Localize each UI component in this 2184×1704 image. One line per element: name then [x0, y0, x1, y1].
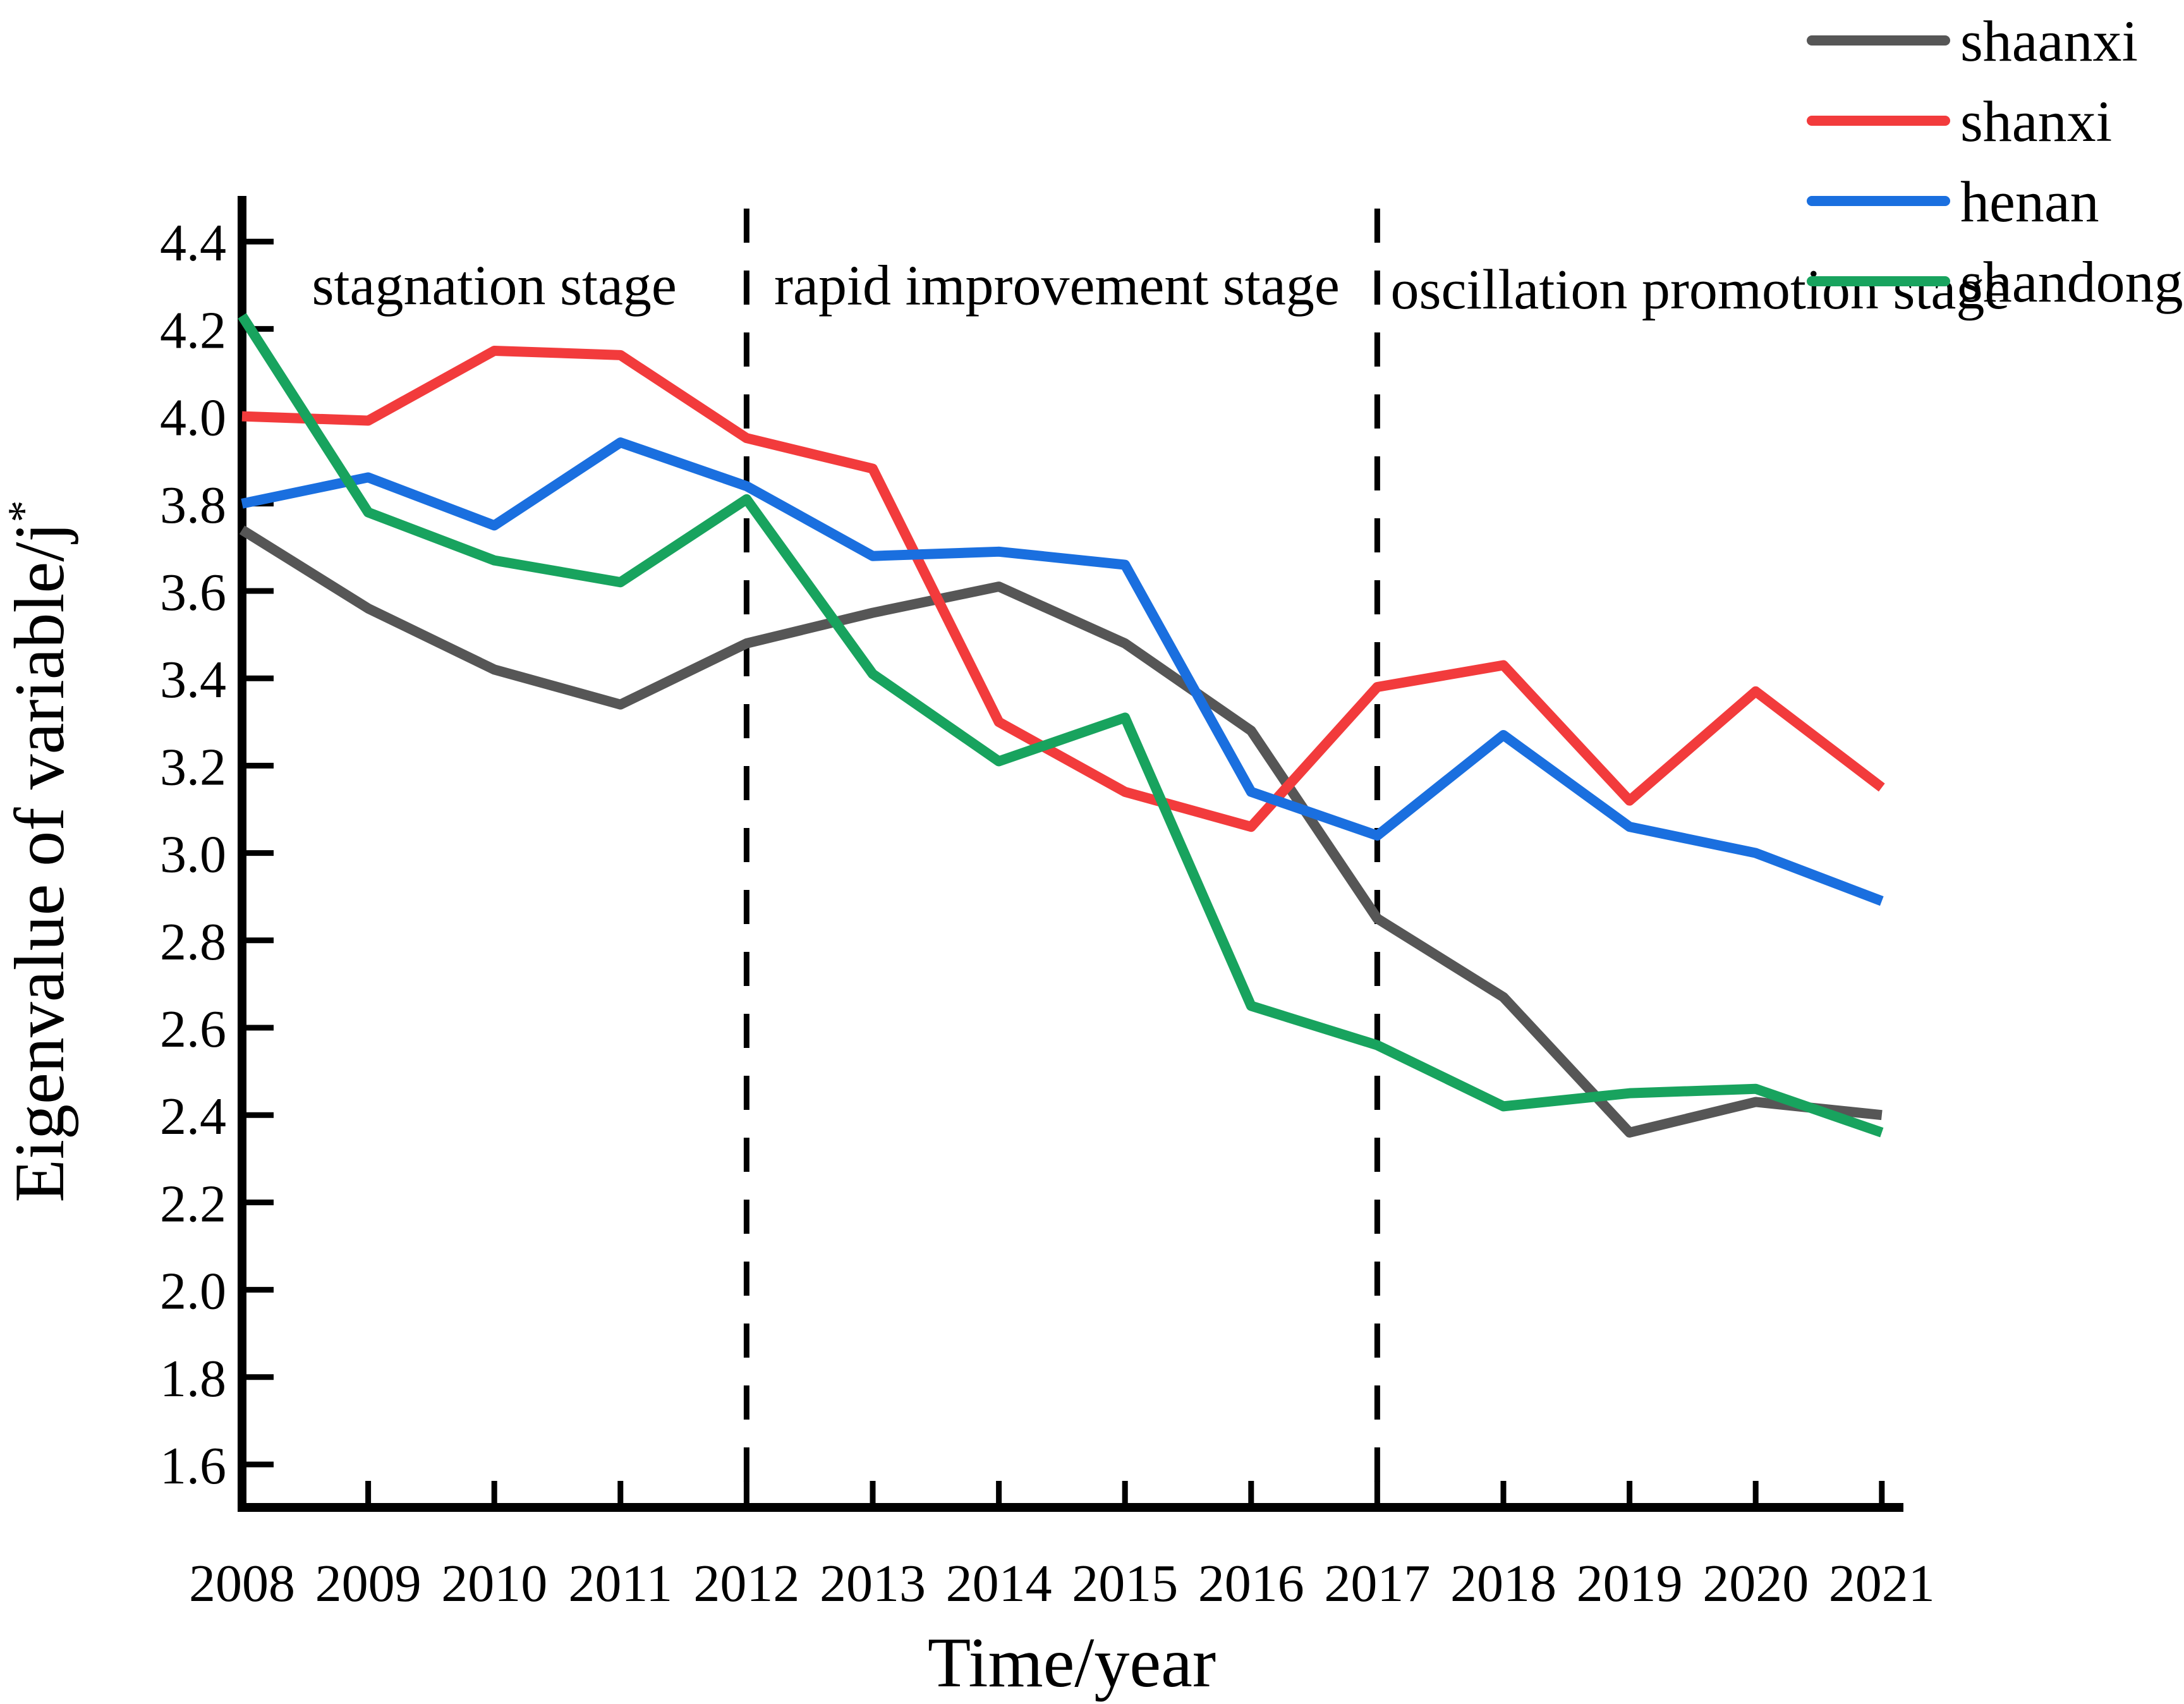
y-tick-label: 3.0: [160, 825, 226, 884]
y-tick-label: 3.4: [160, 650, 226, 709]
x-tick-label: 2012: [693, 1554, 799, 1613]
stage-label: rapid improvement stage: [774, 254, 1340, 317]
stage-label: stagnation stage: [312, 254, 677, 317]
y-tick-label: 2.8: [160, 913, 226, 971]
y-tick-label: 3.2: [160, 738, 226, 796]
legend-item-henan: henan: [1807, 169, 2099, 234]
y-tick-label: 4.2: [160, 301, 226, 360]
y-tick-label: 1.8: [160, 1349, 226, 1408]
series-line-shaanxi: [239, 525, 1883, 1138]
stage-divider-lines: [743, 209, 1380, 1502]
legend-item-shanxi: shanxi: [1807, 89, 2112, 154]
y-tick-label: 2.6: [160, 1000, 226, 1059]
legend-label-henan: henan: [1960, 169, 2099, 234]
y-axis-title-text: Eigenvalue of variable/j: [1, 523, 79, 1203]
x-axis-title: Time/year: [928, 1624, 1216, 1702]
y-tick-label: 1.6: [160, 1437, 226, 1495]
series-line-shanxi: [241, 345, 1885, 832]
stage-label: oscillation promotion stage: [1390, 259, 2010, 321]
legend: shaanxi shanxi henan shandong: [1807, 9, 2183, 314]
y-tick-label: 3.8: [160, 476, 226, 535]
legend-item-shandong: shandong: [1807, 250, 2183, 314]
x-tick-label: 2019: [1577, 1554, 1683, 1613]
x-tick-label: 2010: [441, 1554, 547, 1613]
x-tick-label: 2018: [1450, 1554, 1556, 1613]
x-tick-label: 2011: [568, 1554, 672, 1613]
x-tick-label: 2009: [315, 1554, 422, 1613]
series-line-henan: [241, 437, 1884, 906]
x-tick-label: 2014: [946, 1554, 1052, 1613]
x-tick-label: 2021: [1829, 1554, 1935, 1613]
x-tick-label: 2016: [1198, 1554, 1304, 1613]
axes: 1.6 1.8 2.0 2.2 2.4 2.6 2.8 3.0 3.2 3.4 3.6 3.8 4.0 4…: [160, 196, 1935, 1613]
legend-label-shanxi: shanxi: [1960, 89, 2112, 154]
y-tick-label: 2.4: [160, 1087, 226, 1146]
y-tick-label: 2.2: [160, 1174, 226, 1233]
stage-labels: stagnation stage rapid improvement stage o…: [312, 254, 2010, 321]
series-line-shandong: [238, 313, 1884, 1138]
x-tick-label: 2017: [1324, 1554, 1430, 1613]
y-axis-title-superscript-icon: *: [0, 501, 48, 523]
x-tick-label: 2008: [189, 1554, 295, 1613]
series-lines: [238, 313, 1885, 1138]
y-tick-label: 2.0: [160, 1262, 226, 1321]
y-axis-title: Eigenvalue of variable/j*: [0, 501, 79, 1203]
y-tick-label: 3.6: [160, 563, 226, 622]
x-tick-label: 2013: [820, 1554, 926, 1613]
legend-item-shaanxi: shaanxi: [1807, 9, 2138, 73]
y-tick-label: 4.0: [160, 389, 226, 447]
y-tick-label: 4.4: [160, 214, 226, 272]
x-tick-label: 2015: [1072, 1554, 1178, 1613]
legend-label-shaanxi: shaanxi: [1960, 9, 2138, 73]
legend-label-shandong: shandong: [1960, 250, 2183, 314]
x-tick-label: 2020: [1702, 1554, 1809, 1613]
